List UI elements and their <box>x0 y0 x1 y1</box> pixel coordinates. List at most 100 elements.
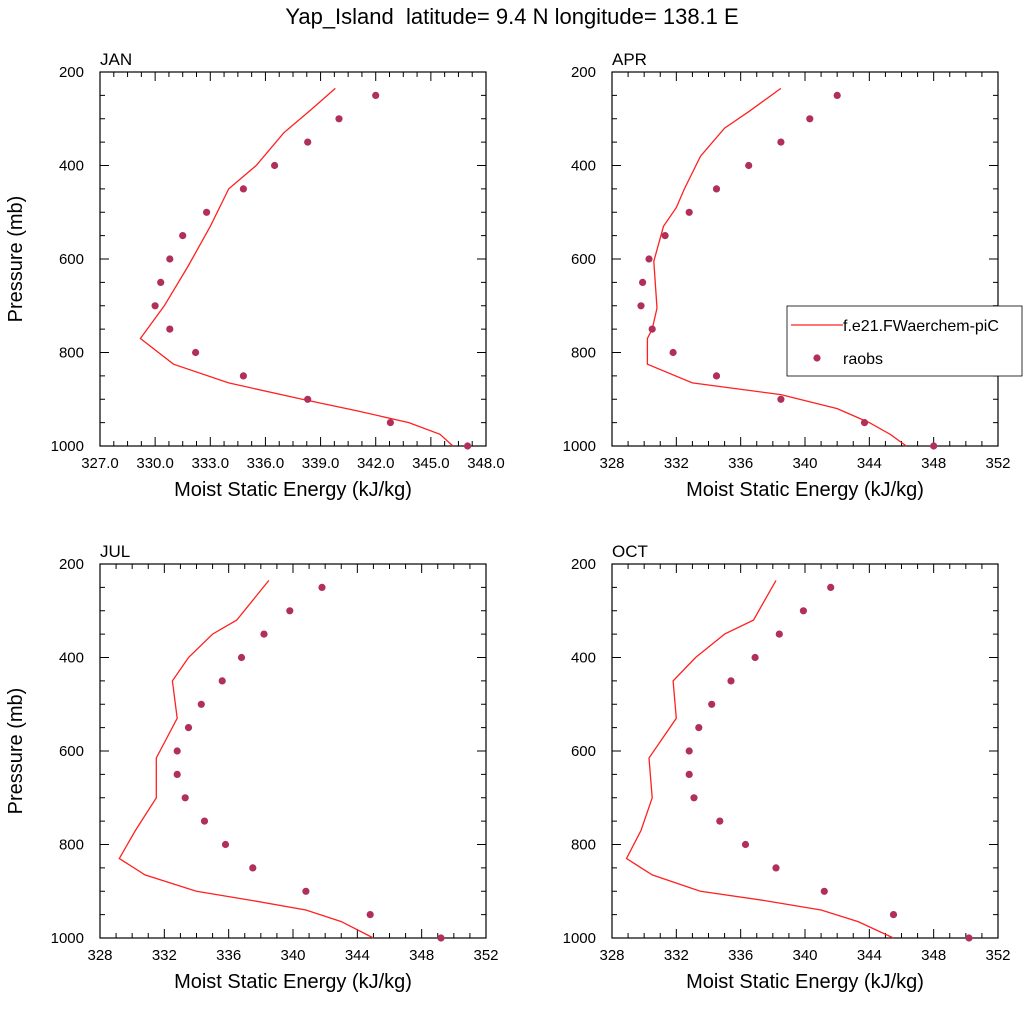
y-tick-label: 800 <box>571 837 596 854</box>
panel-jan: JAN 327.0 330.0 333.0 336.0 339.0 342.0 345.0 34… <box>5 50 505 501</box>
x-tick-label: 328 <box>599 455 624 472</box>
raobs-point <box>286 607 294 615</box>
panel-oct: OCT 328 332 336 340 344 348 352 200 400 600 800 1000… <box>563 542 1011 993</box>
raobs-point <box>335 115 343 123</box>
raobs-point <box>806 115 814 123</box>
y-tick-label: 1000 <box>563 438 596 455</box>
y-tick-label: 600 <box>571 743 596 760</box>
raobs-point <box>745 161 753 170</box>
x-tick-label: 336 <box>216 947 241 964</box>
raobs-point <box>965 934 973 942</box>
raobs-point <box>192 348 200 357</box>
raobs-point <box>179 232 187 240</box>
x-tick-label: 336.0 <box>247 455 285 472</box>
x-tick-label: 348 <box>409 947 434 964</box>
y-tick-label: 200 <box>571 556 596 573</box>
y-axis-label: Pressure (mb) <box>5 688 27 815</box>
raobs-point <box>157 278 165 286</box>
raobs-point <box>639 278 647 286</box>
raobs-point <box>645 255 653 263</box>
raobs-point <box>366 911 374 919</box>
x-tick-label: 348.0 <box>467 455 505 472</box>
raobs-point <box>685 747 693 755</box>
raobs-point <box>197 700 205 708</box>
panel-jul: JUL 328 332 336 340 344 348 352 200 400 600 800 1000… <box>5 542 499 993</box>
raobs-point <box>727 677 735 685</box>
x-tick-label: 332 <box>664 455 689 472</box>
x-tick-label: 339.0 <box>302 455 340 472</box>
raobs-point <box>695 724 703 732</box>
panel-apr: APR 328 332 336 340 344 348 352 200 400 600 800 1000… <box>563 50 1023 501</box>
raobs-point <box>777 395 785 403</box>
x-tick-label: 352 <box>473 947 498 964</box>
x-tick-label: 336 <box>728 455 753 472</box>
raobs-point <box>239 185 247 193</box>
legend-obs-marker <box>813 354 821 362</box>
raobs-point <box>249 864 257 872</box>
y-tick-label: 1000 <box>563 930 596 947</box>
y-tick-label: 400 <box>59 158 84 175</box>
x-tick-label: 340 <box>280 947 305 964</box>
raobs-point <box>716 817 724 825</box>
figure-title: Yap_Island latitude= 9.4 N longitude= 13… <box>285 4 739 29</box>
plot-frame <box>611 563 999 939</box>
raobs-point <box>889 911 898 919</box>
x-tick-label: 340 <box>792 455 817 472</box>
y-tick-label: 400 <box>59 650 84 667</box>
legend: f.e21.FWaerchem-piC raobs <box>786 305 1023 377</box>
plot-frame <box>611 71 999 447</box>
y-tick-label: 400 <box>571 158 596 175</box>
raobs-point <box>637 302 645 310</box>
x-tick-label: 344 <box>857 455 882 472</box>
x-tick-label: 348 <box>921 947 946 964</box>
panel-title: APR <box>612 50 647 69</box>
y-tick-label: 1000 <box>51 930 84 947</box>
x-tick-label: 352 <box>985 947 1010 964</box>
model-profile-line <box>139 87 454 447</box>
raobs-point <box>302 887 310 895</box>
raobs-point <box>386 419 394 427</box>
y-tick-label: 1000 <box>51 438 84 455</box>
x-tick-label: 327.0 <box>81 455 119 472</box>
y-tick-label: 800 <box>571 345 596 362</box>
raobs-point <box>239 372 247 380</box>
y-tick-label: 200 <box>59 64 84 81</box>
raobs-point <box>772 864 780 872</box>
x-tick-label: 332 <box>152 947 177 964</box>
y-tick-label: 600 <box>59 251 84 268</box>
model-profile-line <box>118 579 374 939</box>
x-tick-label: 352 <box>985 455 1010 472</box>
legend-model-label: f.e21.FWaerchem-piC <box>843 318 999 335</box>
raobs-point <box>775 630 783 638</box>
x-tick-label: 348 <box>921 455 946 472</box>
raobs-point <box>820 887 828 895</box>
raobs-point <box>685 770 693 779</box>
raobs-point <box>221 840 230 849</box>
raobs-point <box>173 747 181 755</box>
raobs-point <box>166 255 174 263</box>
y-tick-label: 800 <box>59 837 84 854</box>
plot-frame <box>99 71 487 447</box>
x-tick-label: 333.0 <box>192 455 230 472</box>
raobs-point <box>437 934 445 942</box>
x-tick-label: 332 <box>664 947 689 964</box>
x-tick-label: 344 <box>345 947 370 964</box>
raobs-point <box>218 677 226 685</box>
raobs-point <box>151 302 159 310</box>
raobs-point <box>712 185 721 193</box>
raobs-point <box>799 607 808 615</box>
x-axis-label: Moist Static Energy (kJ/kg) <box>686 971 924 993</box>
x-tick-label: 342.0 <box>357 455 395 472</box>
legend-obs-label: raobs <box>843 351 883 368</box>
x-tick-label: 330.0 <box>136 455 174 472</box>
raobs-point <box>712 372 721 380</box>
raobs-point <box>260 630 268 638</box>
panel-title: OCT <box>612 542 648 561</box>
raobs-point <box>708 700 716 708</box>
raobs-point <box>304 395 312 403</box>
raobs-point <box>833 91 841 99</box>
raobs-point <box>237 653 246 662</box>
raobs-point <box>648 325 656 333</box>
raobs-point <box>372 91 380 99</box>
